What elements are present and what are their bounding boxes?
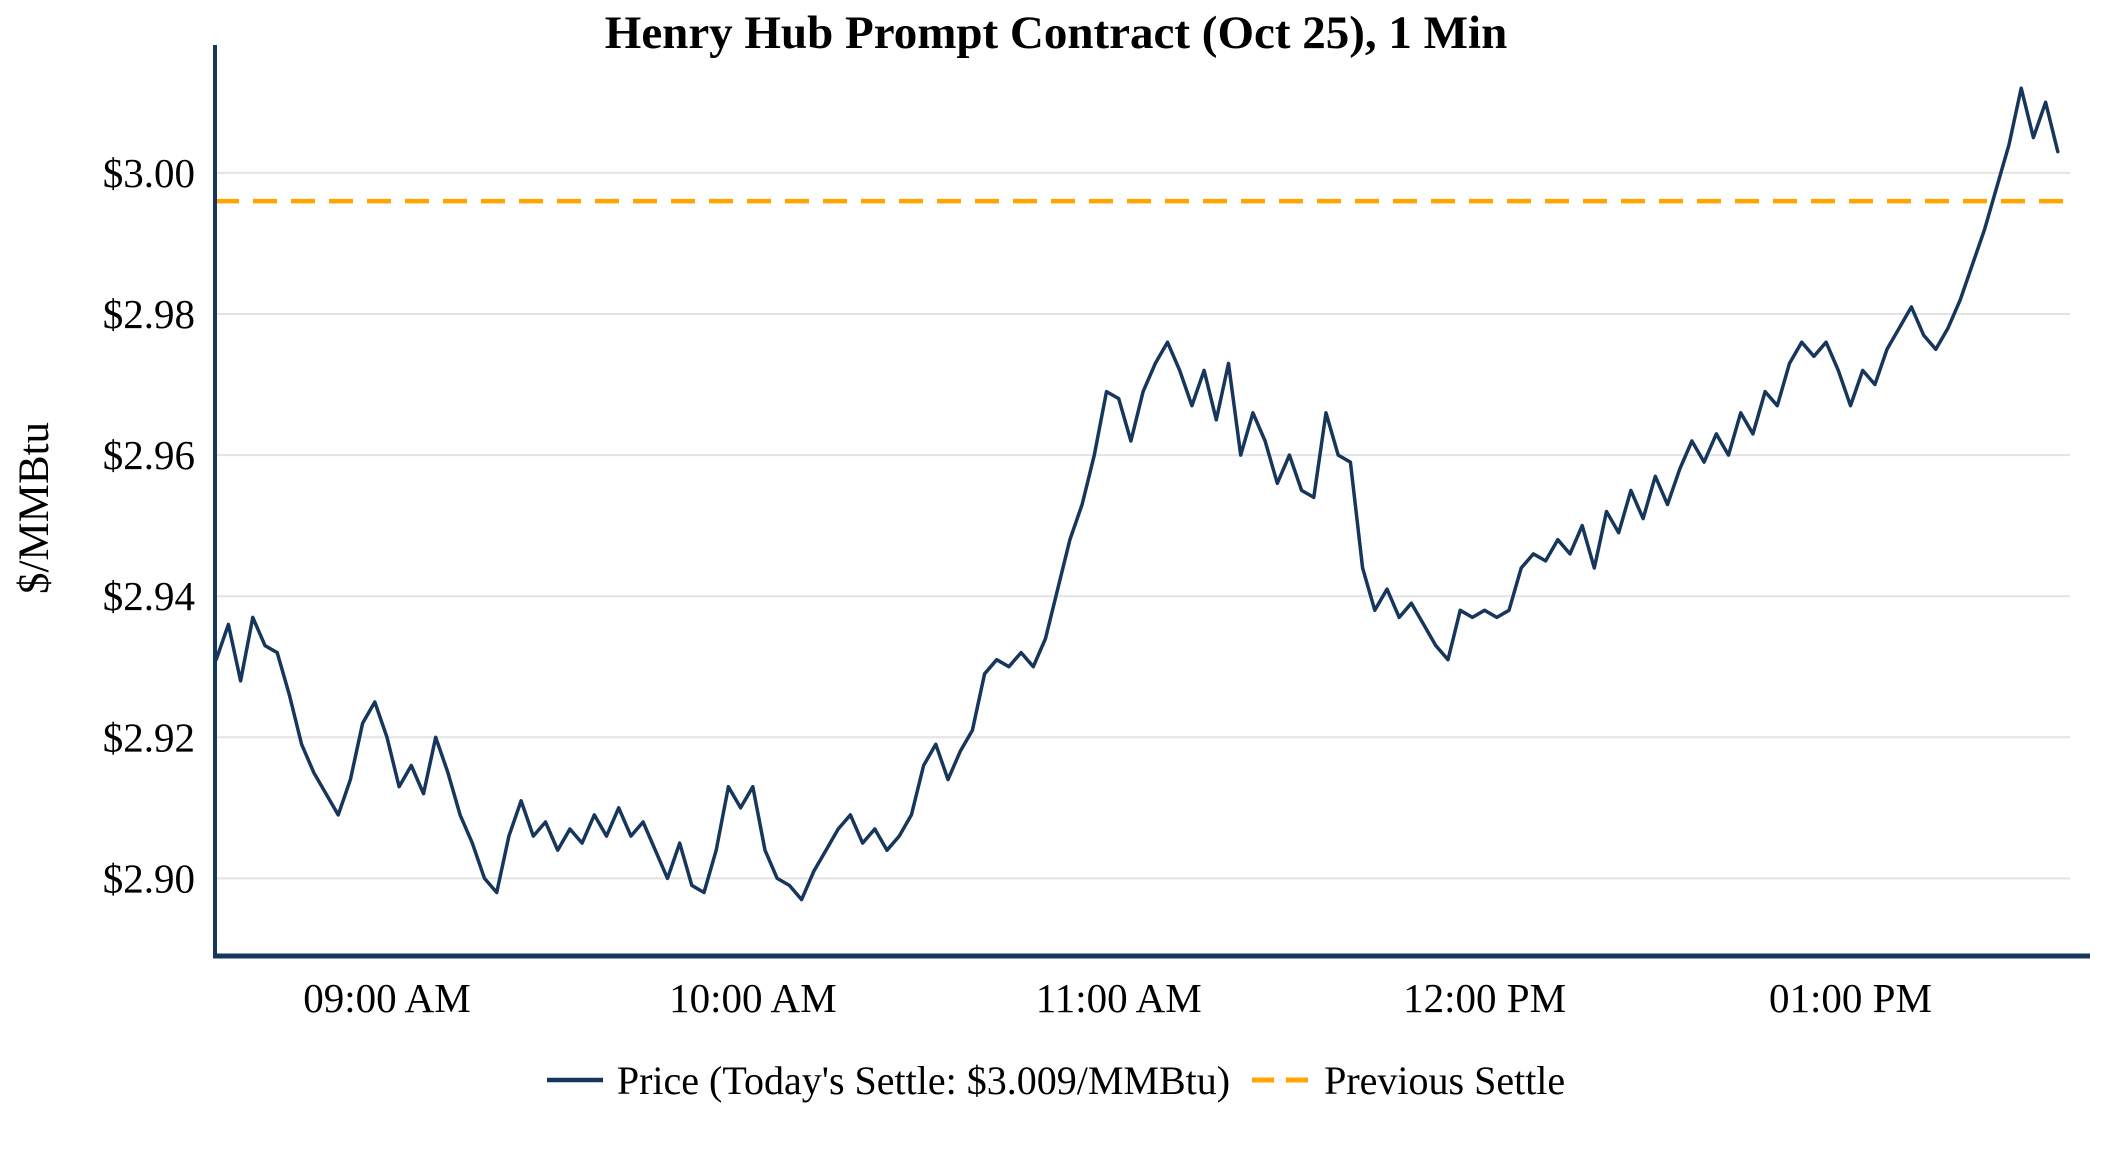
y-axis-label: $/MMBtu bbox=[11, 422, 58, 594]
y-tick-label: $2.98 bbox=[103, 291, 195, 337]
legend-price-label: Price (Today's Settle: $3.009/MMBtu) bbox=[616, 1057, 1231, 1103]
chart-title: Henry Hub Prompt Contract (Oct 25), 1 Mi… bbox=[604, 7, 1508, 59]
y-tick-label: $2.94 bbox=[103, 573, 195, 619]
x-tick-label: 10:00 AM bbox=[669, 975, 836, 1021]
previous-settle-swatch bbox=[1252, 1077, 1311, 1083]
price-line bbox=[214, 86, 2060, 902]
legend: Price (Today's Settle: $3.009/MMBtu) Pre… bbox=[0, 1050, 2112, 1110]
x-tick-label: 01:00 PM bbox=[1769, 975, 1932, 1021]
y-tick-label: $2.96 bbox=[103, 432, 195, 478]
x-tick-label: 09:00 AM bbox=[303, 975, 470, 1021]
price-line-swatch bbox=[546, 1077, 603, 1083]
y-tick-label: $3.00 bbox=[103, 150, 195, 196]
y-tick-label: $2.92 bbox=[103, 714, 195, 760]
y-tick-label: $2.90 bbox=[103, 855, 195, 901]
x-tick-label: 12:00 PM bbox=[1403, 975, 1566, 1021]
x-tick-label: 11:00 AM bbox=[1036, 975, 1202, 1021]
legend-previous-settle-label: Previous Settle bbox=[1324, 1057, 1566, 1103]
legend-item-price: Price (Today's Settle: $3.009/MMBtu) bbox=[546, 1057, 1231, 1104]
legend-item-previous-settle: Previous Settle bbox=[1252, 1057, 1565, 1104]
